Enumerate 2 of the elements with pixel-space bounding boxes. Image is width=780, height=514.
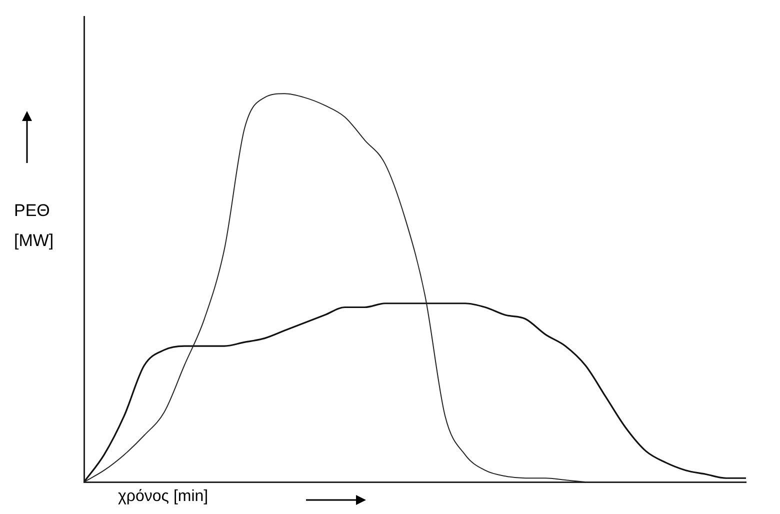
y-axis-title: ΡΕΘ [MW] xyxy=(14,201,54,250)
x-axis-title: χρόνος [min] xyxy=(118,488,208,505)
